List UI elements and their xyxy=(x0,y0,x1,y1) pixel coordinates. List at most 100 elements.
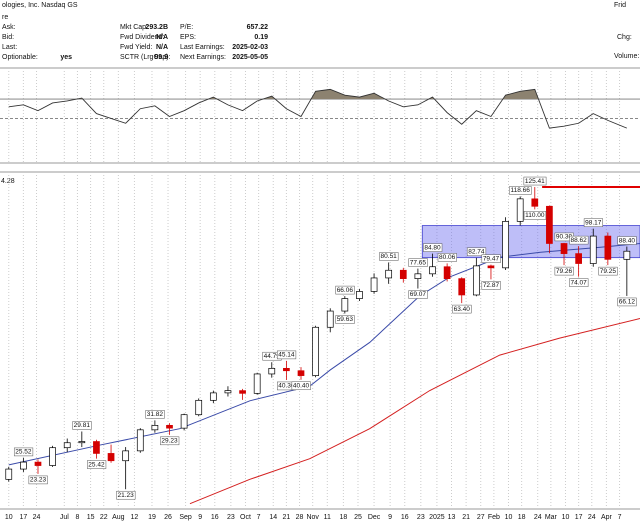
price-label-box xyxy=(28,475,48,485)
price-label: 77.65 xyxy=(408,258,428,267)
field-label: Last: xyxy=(2,44,17,51)
x-tick-label: 13 xyxy=(448,514,456,521)
price-label: 25.52 xyxy=(13,447,34,457)
price-label-text: 66.12 xyxy=(619,299,636,306)
price-label-box xyxy=(569,278,589,287)
x-tick-label: Oct xyxy=(240,514,251,521)
price-label: 59.63 xyxy=(335,315,355,324)
price-label: 118.66 xyxy=(509,186,532,195)
x-tick-label: 26 xyxy=(164,514,172,521)
price-label: 84.80 xyxy=(423,243,443,252)
x-tick-label: 16 xyxy=(211,514,219,521)
price-label-text: 31.82 xyxy=(147,411,164,418)
x-tick-label: 17 xyxy=(575,514,583,521)
candle-body xyxy=(78,441,86,444)
field-label: EPS: xyxy=(180,34,196,41)
price-label-box xyxy=(87,460,107,469)
price-label-text: 29.23 xyxy=(161,438,178,445)
price-label-box xyxy=(160,436,180,446)
candle-body xyxy=(283,368,290,372)
x-tick-label: 27 xyxy=(477,514,485,521)
price-label-box xyxy=(481,281,501,290)
price-label: 66.06 xyxy=(335,285,355,295)
title: ologies, Inc. Nasdaq GS xyxy=(2,2,78,9)
x-tick-label: 24 xyxy=(534,514,542,521)
x-tick-label: 25 xyxy=(354,514,362,521)
x-tick-label: 24 xyxy=(588,514,596,521)
price-label: 74.07 xyxy=(569,278,589,287)
candle-body xyxy=(575,253,582,264)
price-label: 25.42 xyxy=(87,460,107,469)
field-value: 2025-02-03 xyxy=(232,44,268,51)
candle-body xyxy=(63,442,71,449)
candle-body xyxy=(326,310,334,328)
price-label-text: 40.36 xyxy=(278,383,295,390)
price-label: 40.40 xyxy=(291,381,311,391)
price-label-box xyxy=(335,285,355,295)
candle-body xyxy=(429,266,436,275)
x-tick-label: 17 xyxy=(19,514,27,521)
price-label-text: 80.06 xyxy=(439,254,456,261)
candle-body xyxy=(487,265,495,269)
price-label-text: 118.66 xyxy=(510,187,530,194)
price-label: 29.23 xyxy=(160,436,180,446)
price-label-text: 45.14 xyxy=(278,352,295,359)
candle-body xyxy=(5,468,13,480)
x-tick-label: 21 xyxy=(462,514,470,521)
price-label-text: 25.42 xyxy=(88,461,105,468)
field-value: 657.22 xyxy=(247,24,269,31)
price-label-box xyxy=(617,297,637,307)
candle-body xyxy=(399,269,407,279)
price-label-text: 21.23 xyxy=(118,492,135,499)
candle-body xyxy=(414,273,422,279)
candle-body xyxy=(531,198,539,207)
field-label: Last Earnings: xyxy=(180,44,225,51)
price-label: 79.26 xyxy=(554,266,574,276)
candle-body xyxy=(239,390,246,394)
price-label-box xyxy=(291,381,311,391)
candle-body xyxy=(516,198,524,222)
candle-body xyxy=(180,414,188,429)
candle-body xyxy=(195,399,203,416)
price-label-box xyxy=(145,410,165,419)
x-tick-label: 18 xyxy=(518,514,526,521)
price-label-box xyxy=(523,211,547,220)
price-label-text: 44.79 xyxy=(264,353,281,360)
right-field: Chg: xyxy=(617,34,632,41)
field-value: N/A xyxy=(156,44,168,51)
candle-body xyxy=(385,269,393,279)
moving-average xyxy=(189,318,640,505)
x-tick-label: 22 xyxy=(100,514,108,521)
price-label: 66.12 xyxy=(617,297,637,307)
candle-body xyxy=(122,450,130,462)
price-label-box xyxy=(554,266,574,276)
price-label: 98.17 xyxy=(583,218,604,227)
price-label-text: 40.40 xyxy=(293,382,310,389)
x-tick-label: 15 xyxy=(87,514,95,521)
price-label-text: 79.26 xyxy=(556,268,573,275)
price-label-text: 74.07 xyxy=(570,279,587,286)
field-label: Fwd Yield: xyxy=(120,44,152,51)
field-value: 293.2B xyxy=(145,24,168,31)
x-tick-label: 19 xyxy=(148,514,156,521)
price-label: 80.51 xyxy=(379,252,399,261)
field-value: 99.9 xyxy=(154,54,168,61)
price-label: 21.23 xyxy=(116,490,136,500)
price-label: 63.40 xyxy=(452,304,472,314)
price-label-text: 69.07 xyxy=(410,291,427,298)
candle-body xyxy=(589,235,597,264)
price-label: 110.00 xyxy=(523,211,547,220)
x-tick-label: 12 xyxy=(131,514,139,521)
price-label: 69.07 xyxy=(408,290,428,299)
price-label-text: 23.23 xyxy=(30,477,47,484)
x-tick-label: Apr xyxy=(601,514,613,521)
price-label: 88.62 xyxy=(569,235,589,245)
price-label-box xyxy=(379,252,399,261)
price-label-text: 98.17 xyxy=(585,219,602,226)
price-label-box xyxy=(408,290,428,299)
candle-body xyxy=(20,461,27,470)
price-label-text: 29.81 xyxy=(74,422,91,429)
price-label-box xyxy=(523,176,547,186)
price-label-text: 77.65 xyxy=(410,259,427,266)
